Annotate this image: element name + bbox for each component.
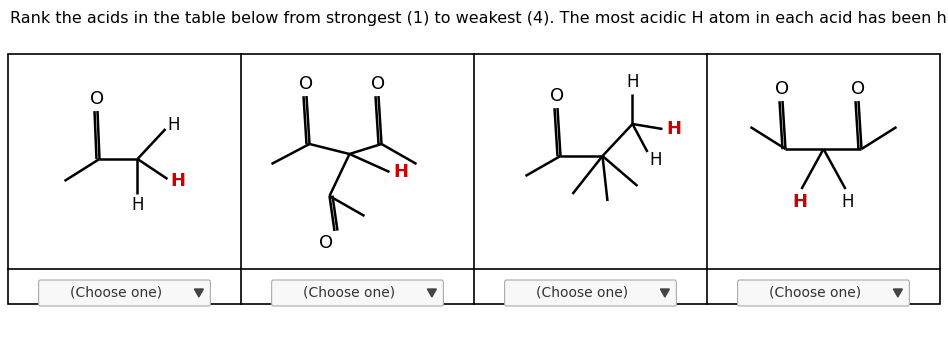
Text: O: O bbox=[300, 75, 314, 93]
Text: H: H bbox=[170, 172, 185, 190]
Text: O: O bbox=[551, 87, 565, 105]
Text: O: O bbox=[775, 80, 790, 98]
Text: H: H bbox=[167, 116, 180, 134]
Text: O: O bbox=[319, 234, 334, 252]
Text: H: H bbox=[393, 163, 408, 181]
FancyBboxPatch shape bbox=[39, 280, 210, 306]
Text: O: O bbox=[90, 90, 104, 108]
Text: H: H bbox=[131, 196, 144, 214]
Text: H: H bbox=[792, 193, 807, 211]
Text: (Choose one): (Choose one) bbox=[303, 286, 395, 300]
Text: O: O bbox=[851, 80, 866, 98]
Text: (Choose one): (Choose one) bbox=[770, 286, 862, 300]
Text: H: H bbox=[841, 193, 854, 211]
Text: O: O bbox=[372, 75, 386, 93]
Bar bbox=[8, 54, 940, 304]
FancyBboxPatch shape bbox=[738, 280, 909, 306]
Polygon shape bbox=[194, 289, 204, 297]
FancyBboxPatch shape bbox=[272, 280, 444, 306]
Polygon shape bbox=[428, 289, 436, 297]
Text: Rank the acids in the table below from strongest (1) to weakest (4). The most ac: Rank the acids in the table below from s… bbox=[10, 11, 948, 26]
Text: (Choose one): (Choose one) bbox=[70, 286, 162, 300]
FancyBboxPatch shape bbox=[504, 280, 676, 306]
Polygon shape bbox=[661, 289, 669, 297]
Text: H: H bbox=[627, 73, 639, 91]
Text: H: H bbox=[666, 120, 681, 138]
Text: H: H bbox=[649, 151, 662, 169]
Text: (Choose one): (Choose one) bbox=[537, 286, 629, 300]
Polygon shape bbox=[893, 289, 902, 297]
